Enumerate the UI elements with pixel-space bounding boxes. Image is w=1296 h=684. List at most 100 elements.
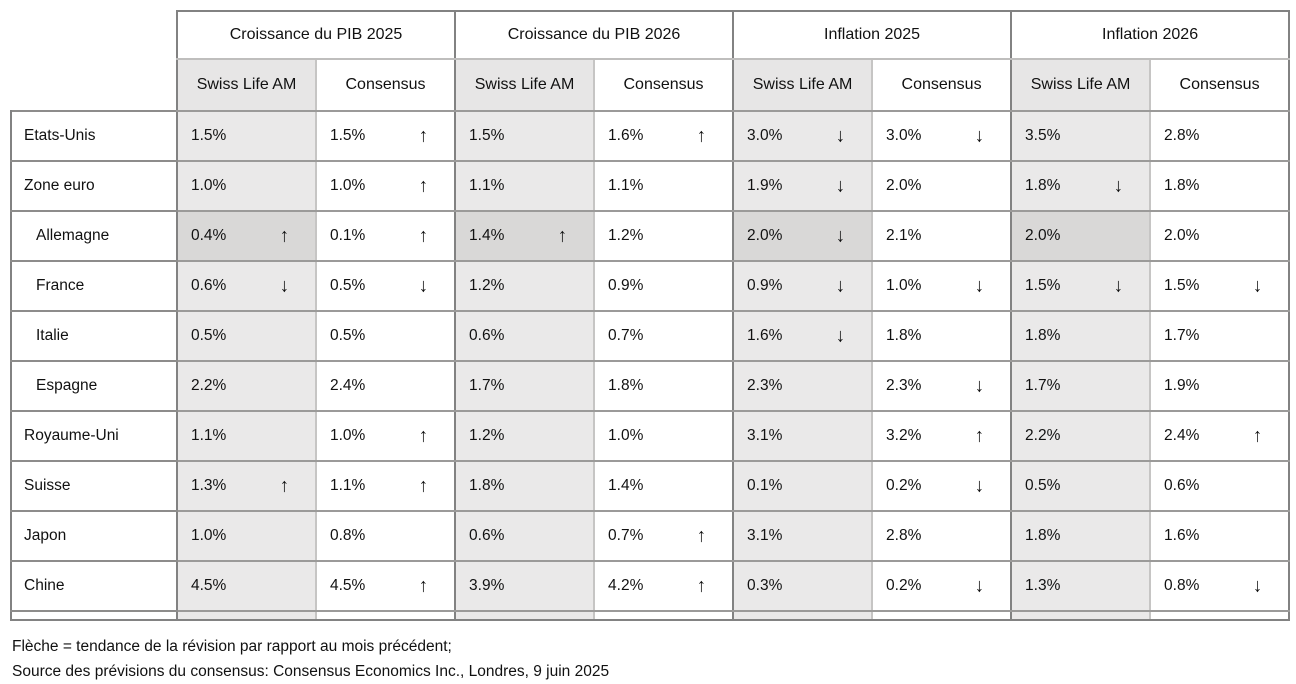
value-cell-inflation2025-swiss: 3.1% (732, 410, 874, 462)
cell-value: 1.8% (1164, 177, 1200, 194)
value-cell-inflation2025-swiss: 3.1% (732, 510, 874, 562)
cell-value: 0.5% (330, 277, 366, 294)
cell-value: 1.8% (1025, 177, 1061, 194)
table-row: Zone euro 1.0% 1.0% ↑ 1.1% 1.1% 1.9% ↓ 2.0… (10, 160, 1291, 212)
cell-value: 1.9% (747, 177, 783, 194)
cell-value: 3.1% (747, 427, 783, 444)
table-row: Suisse 1.3% ↑ 1.1% ↑ 1.8% 1.4% 0.1% 0.2% ↓ … (10, 460, 1291, 512)
forecast-table-container: Croissance du PIB 2025 Croissance du PIB… (10, 10, 1291, 621)
value-cell-gdp2026-consensus: 1.0% (593, 410, 735, 462)
trend-arrow-icon: ↓ (1113, 175, 1124, 197)
footnotes: Flèche = tendance de la révision par rap… (12, 634, 609, 684)
value-cell-inflation2025-swiss: 0.1% (732, 460, 874, 512)
table-row: Japon 1.0% 0.8% 0.6% 0.7% ↑ 3.1% 2.8% 1.8… (10, 510, 1291, 562)
value-cell-inflation2025-swiss: 3.0% ↓ (732, 110, 874, 162)
row-label: Italie (10, 310, 178, 362)
value-cell-gdp2025-swiss: 0.4% ↑ (176, 210, 317, 262)
trend-arrow-icon: ↓ (1113, 275, 1124, 297)
cell-value: 1.7% (1164, 327, 1200, 344)
value-cell-inflation2026-consensus: 1.9% (1149, 360, 1291, 412)
value-cell-gdp2025-swiss: 1.3% ↑ (176, 460, 317, 512)
value-cell-gdp2026-swiss: 1.7% (454, 360, 596, 412)
cell-value: 1.1% (608, 177, 644, 194)
value-cell-gdp2025-swiss: 1.0% (176, 160, 317, 212)
trend-arrow-icon: ↓ (835, 325, 846, 347)
trend-arrow-icon: ↓ (835, 275, 846, 297)
value-cell-inflation2025-swiss: 0.9% ↓ (732, 260, 874, 312)
strip-cell (314, 610, 457, 621)
cell-value: 1.3% (1025, 577, 1061, 594)
value-cell-inflation2026-swiss: 0.5% (1010, 460, 1152, 512)
value-cell-gdp2025-consensus: 1.5% ↑ (314, 110, 457, 162)
value-cell-gdp2026-consensus: 4.2% ↑ (593, 560, 735, 612)
value-cell-gdp2025-consensus: 1.0% ↑ (314, 160, 457, 212)
value-cell-gdp2026-consensus: 0.9% (593, 260, 735, 312)
strip-cell (732, 610, 874, 621)
value-cell-gdp2026-consensus: 1.4% (593, 460, 735, 512)
value-cell-inflation2025-swiss: 1.6% ↓ (732, 310, 874, 362)
value-cell-inflation2025-consensus: 1.8% (871, 310, 1013, 362)
cell-value: 0.3% (747, 577, 783, 594)
cell-value: 1.6% (747, 327, 783, 344)
trend-arrow-icon: ↓ (1252, 275, 1263, 297)
value-cell-inflation2026-swiss: 2.0% (1010, 210, 1152, 262)
trend-arrow-icon: ↑ (696, 125, 707, 147)
trend-arrow-icon: ↓ (279, 275, 290, 297)
value-cell-gdp2026-swiss: 0.6% (454, 510, 596, 562)
value-cell-inflation2025-swiss: 1.9% ↓ (732, 160, 874, 212)
footnote-source: Source des prévisions du consensus: Cons… (12, 663, 610, 680)
row-label: Espagne (10, 360, 178, 412)
cell-value: 3.0% (747, 127, 783, 144)
cell-value: 1.0% (191, 527, 227, 544)
cell-value: 1.7% (469, 377, 505, 394)
trend-arrow-icon: ↑ (418, 175, 429, 197)
trend-arrow-icon: ↓ (974, 125, 985, 147)
cell-value: 1.8% (608, 377, 644, 394)
group-header-inflation-2026: Inflation 2026 (1010, 10, 1291, 60)
trend-arrow-icon: ↓ (1252, 575, 1263, 597)
value-cell-gdp2025-consensus: 2.4% (314, 360, 457, 412)
cell-value: 1.8% (469, 477, 505, 494)
value-cell-gdp2025-swiss: 2.2% (176, 360, 317, 412)
cell-value: 2.0% (886, 177, 922, 194)
partial-strip-row (10, 610, 1291, 621)
value-cell-gdp2026-consensus: 1.1% (593, 160, 735, 212)
cell-value: 1.5% (1164, 277, 1200, 294)
cell-value: 3.5% (1025, 127, 1061, 144)
table-row: Espagne 2.2% 2.4% 1.7% 1.8% 2.3% 2.3% ↓ 1… (10, 360, 1291, 412)
value-cell-gdp2026-consensus: 0.7% ↑ (593, 510, 735, 562)
group-header-gdp-2025: Croissance du PIB 2025 (175, 10, 457, 60)
trend-arrow-icon: ↓ (835, 125, 846, 147)
row-label: Suisse (10, 460, 178, 512)
trend-arrow-icon: ↑ (418, 575, 429, 597)
trend-arrow-icon: ↑ (418, 425, 429, 447)
strip-cell (1149, 610, 1291, 621)
cell-value: 1.0% (330, 177, 366, 194)
table-row: Etats-Unis 1.5% 1.5% ↑ 1.5% 1.6% ↑ 3.0% ↓ 3… (10, 110, 1291, 162)
value-cell-gdp2025-consensus: 1.1% ↑ (314, 460, 457, 512)
cell-value: 2.8% (886, 527, 922, 544)
cell-value: 2.0% (1164, 227, 1200, 244)
cell-value: 1.8% (1025, 527, 1061, 544)
value-cell-inflation2025-swiss: 0.3% (732, 560, 874, 612)
value-cell-gdp2025-consensus: 0.5% ↓ (314, 260, 457, 312)
row-label: Allemagne (10, 210, 178, 262)
cell-value: 2.3% (747, 377, 783, 394)
trend-arrow-icon: ↑ (696, 575, 707, 597)
row-label: Etats-Unis (10, 110, 178, 162)
value-cell-inflation2026-consensus: 2.0% (1149, 210, 1291, 262)
table-row: Italie 0.5% 0.5% 0.6% 0.7% 1.6% ↓ 1.8% 1.… (10, 310, 1291, 362)
value-cell-gdp2025-consensus: 1.0% ↑ (314, 410, 457, 462)
cell-value: 2.4% (330, 377, 366, 394)
cell-value: 0.1% (747, 477, 783, 494)
value-cell-gdp2025-swiss: 4.5% (176, 560, 317, 612)
value-cell-inflation2026-consensus: 2.8% (1149, 110, 1291, 162)
subheader-consensus: Consensus (1149, 58, 1291, 112)
cell-value: 4.2% (608, 577, 644, 594)
corner-blank-cell (11, 11, 177, 111)
cell-value: 3.1% (747, 527, 783, 544)
value-cell-gdp2026-consensus: 1.8% (593, 360, 735, 412)
value-cell-inflation2025-consensus: 2.1% (871, 210, 1013, 262)
cell-value: 3.0% (886, 127, 922, 144)
